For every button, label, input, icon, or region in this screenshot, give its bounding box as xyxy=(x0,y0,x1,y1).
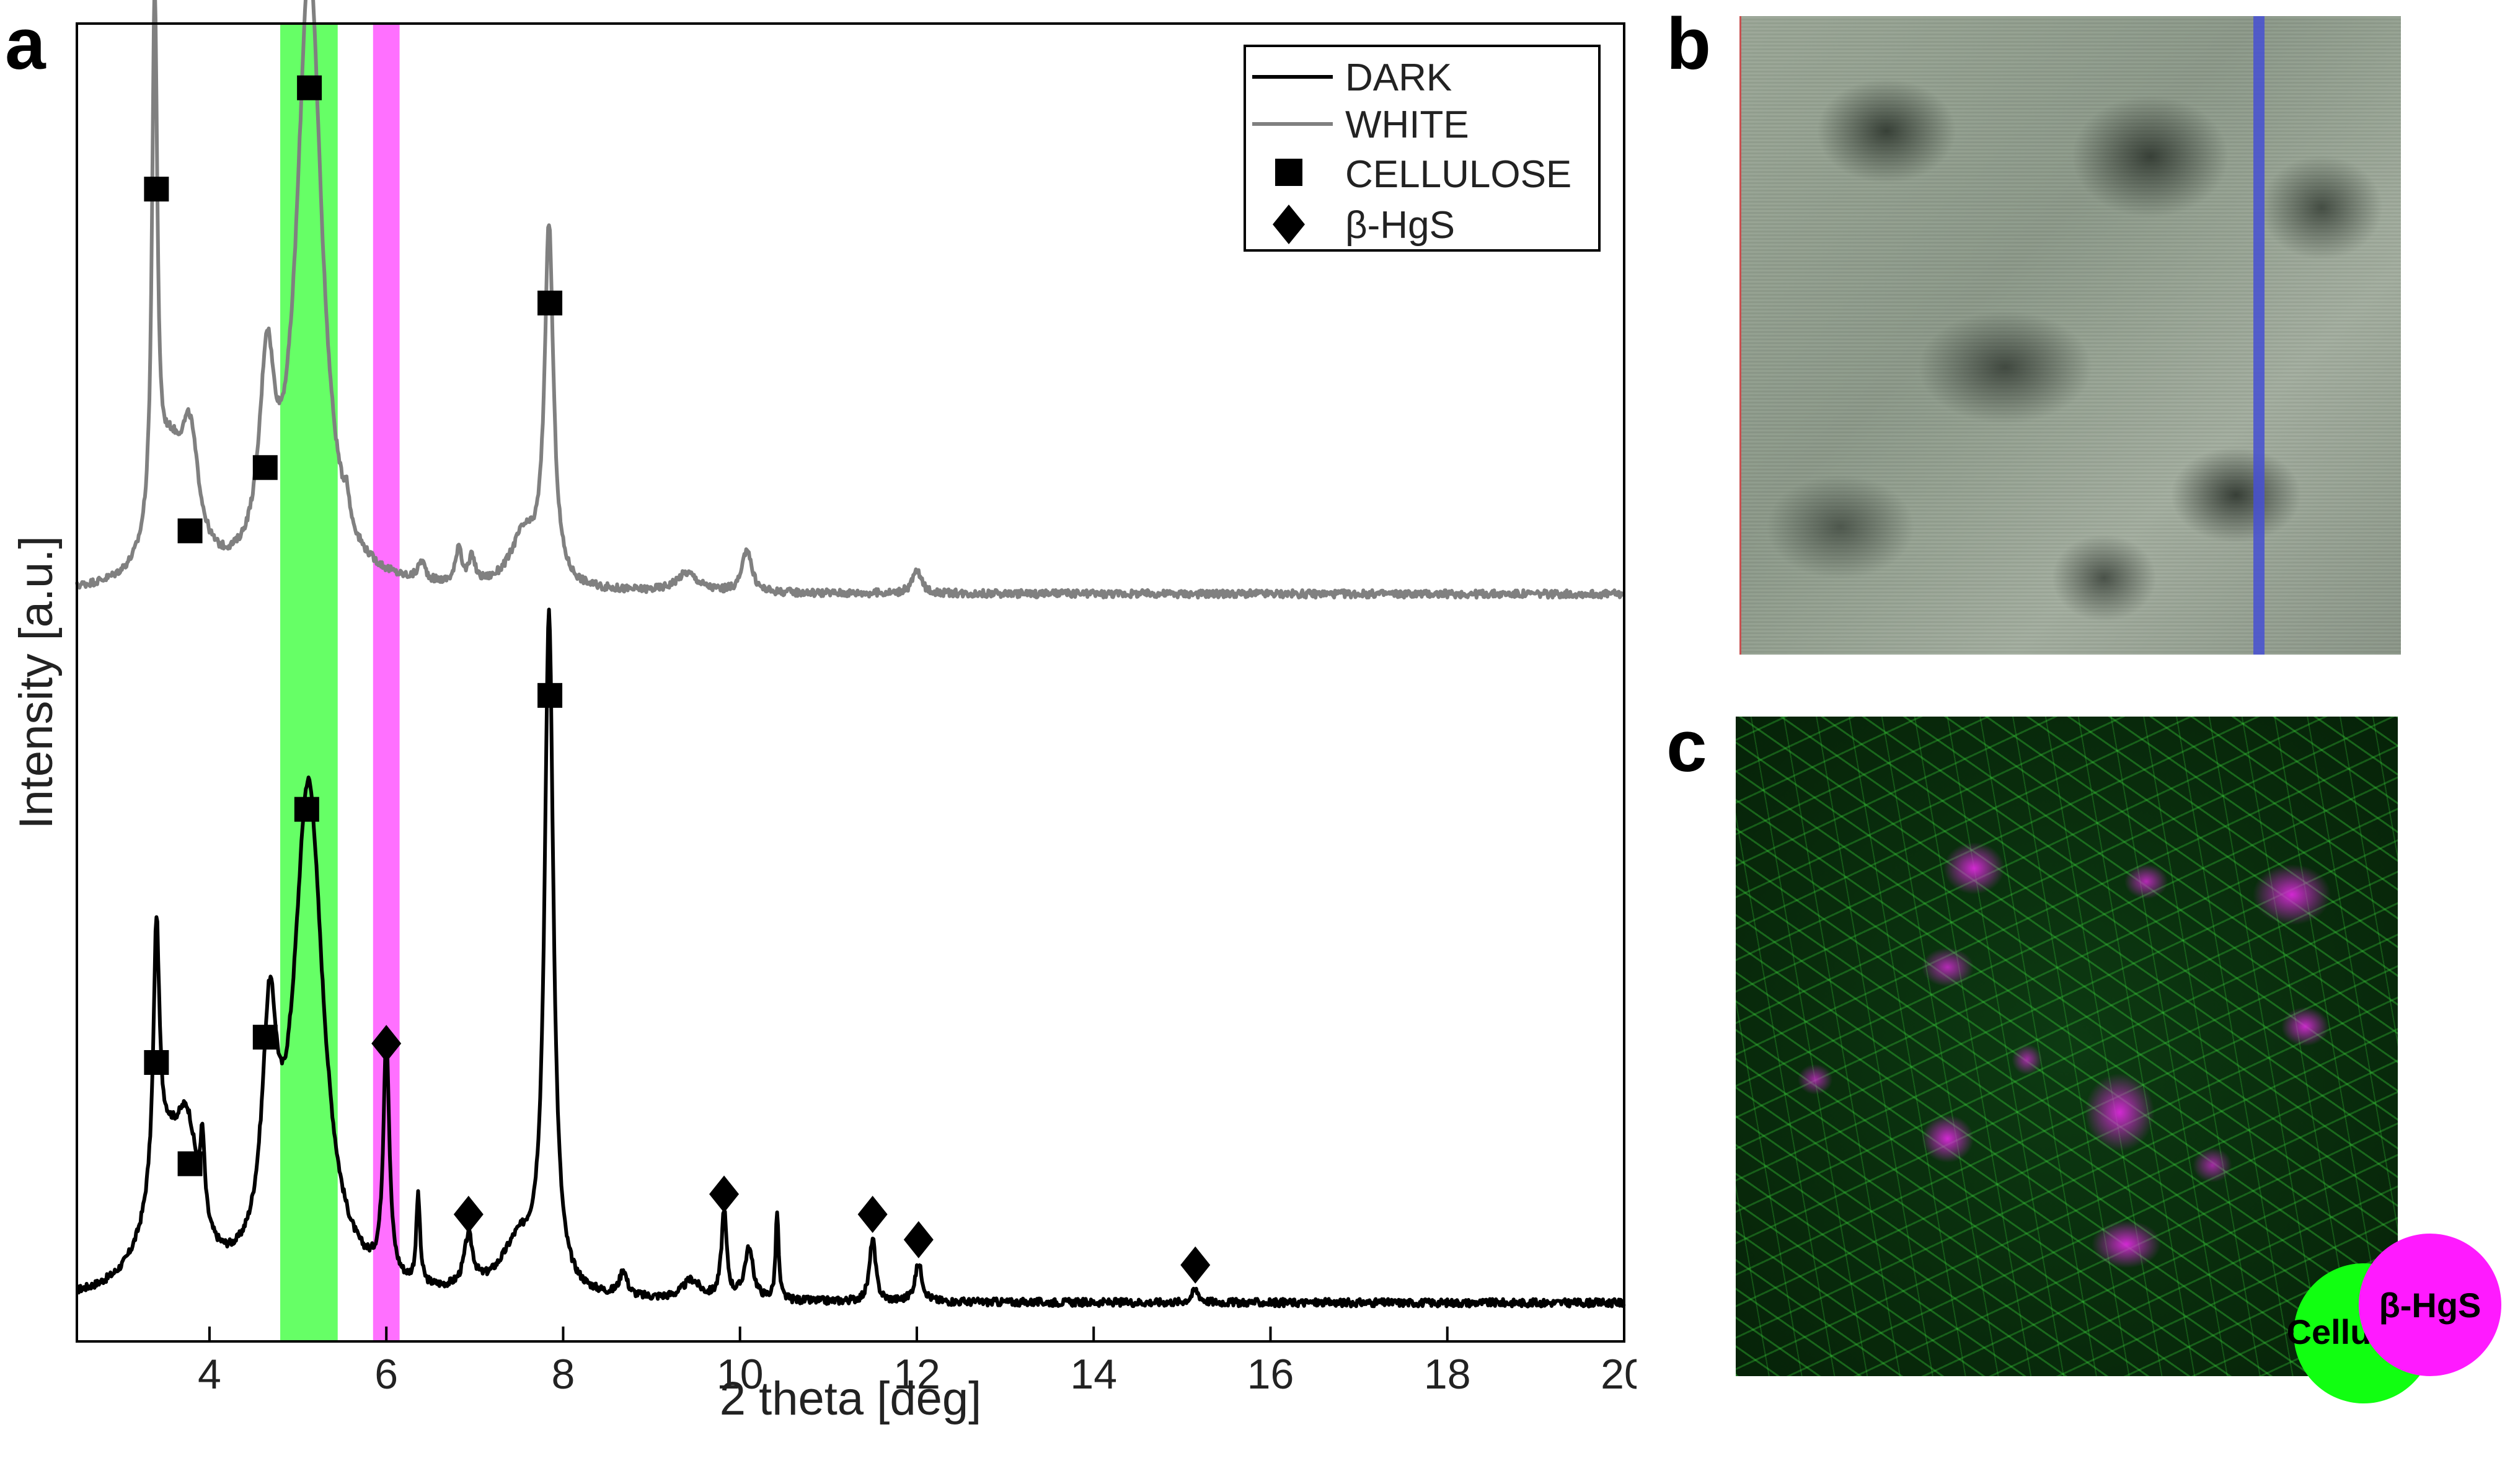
shaded-bands xyxy=(280,24,400,1341)
legend-box xyxy=(1244,45,1601,252)
hgs-marker xyxy=(1180,1246,1211,1284)
x-tick-label: 20 xyxy=(1601,1351,1637,1398)
series-line-white xyxy=(75,0,1626,600)
y-axis-label: Intensity [a.u.] xyxy=(10,536,63,829)
cellulose-marker xyxy=(144,1050,169,1075)
scan-line-marker xyxy=(2253,16,2265,655)
hgs-legend-circle: β-HgS xyxy=(2359,1234,2501,1376)
hgs-legend-label: β-HgS xyxy=(2379,1285,2481,1325)
x-tick-label: 8 xyxy=(552,1351,575,1398)
panel-c-fluorescence-map xyxy=(1736,717,2398,1376)
shaded-band-0 xyxy=(280,24,338,1341)
legend-hgs-marker xyxy=(1273,205,1305,244)
shaded-band-1 xyxy=(373,24,400,1341)
panel-b-label: b xyxy=(1666,3,1712,85)
cellulose-marker xyxy=(294,797,319,822)
cellulose-marker xyxy=(537,682,563,708)
cellulose-marker xyxy=(177,1151,203,1177)
plot-frame xyxy=(76,22,1625,1343)
hgs-marker xyxy=(857,1196,888,1234)
x-tick-label: 16 xyxy=(1247,1351,1294,1398)
x-tick-label: 18 xyxy=(1424,1351,1471,1398)
x-tick-label: 12 xyxy=(893,1351,940,1398)
peak-markers xyxy=(144,75,1211,1284)
cellulose-marker xyxy=(297,75,322,100)
cellulose-marker xyxy=(177,518,203,544)
chart-series xyxy=(75,0,1626,1309)
hgs-marker xyxy=(709,1175,740,1213)
x-axis-ticks: 4 6 8 10 12 14 16 18 20 xyxy=(198,1327,1637,1398)
cellulose-marker xyxy=(537,290,563,316)
xrd-chart: 4 6 8 10 12 14 16 18 20 2 theta [deg] Intensity … xyxy=(10,0,1637,1425)
hgs-marker xyxy=(453,1196,484,1234)
legend-hgs-label: β-HgS xyxy=(1345,204,1455,247)
hgs-marker xyxy=(371,1025,402,1062)
legend-white-label: WHITE xyxy=(1345,104,1469,146)
x-tick-label: 6 xyxy=(374,1351,398,1398)
panel-c-label: c xyxy=(1666,705,1707,787)
legend-cellulose-label: CELLULOSE xyxy=(1345,153,1571,196)
legend-dark-label: DARK xyxy=(1345,56,1452,99)
x-tick-label: 10 xyxy=(717,1351,764,1398)
cellulose-marker xyxy=(252,455,278,480)
panel-a-label: a xyxy=(5,3,46,85)
legend: DARK WHITE CELLULOSE β-HgS xyxy=(1244,45,1601,252)
cellulose-marker xyxy=(144,177,169,202)
panel-b-micrograph xyxy=(1739,16,2401,655)
x-tick-label: 14 xyxy=(1070,1351,1117,1398)
series-line-dark xyxy=(76,607,1626,1309)
hgs-marker xyxy=(903,1221,934,1258)
x-tick-label: 4 xyxy=(198,1351,221,1398)
legend-cellulose-marker xyxy=(1275,159,1302,186)
cellulose-marker xyxy=(252,1025,278,1050)
x-axis-label: 2 theta [deg] xyxy=(720,1372,982,1425)
